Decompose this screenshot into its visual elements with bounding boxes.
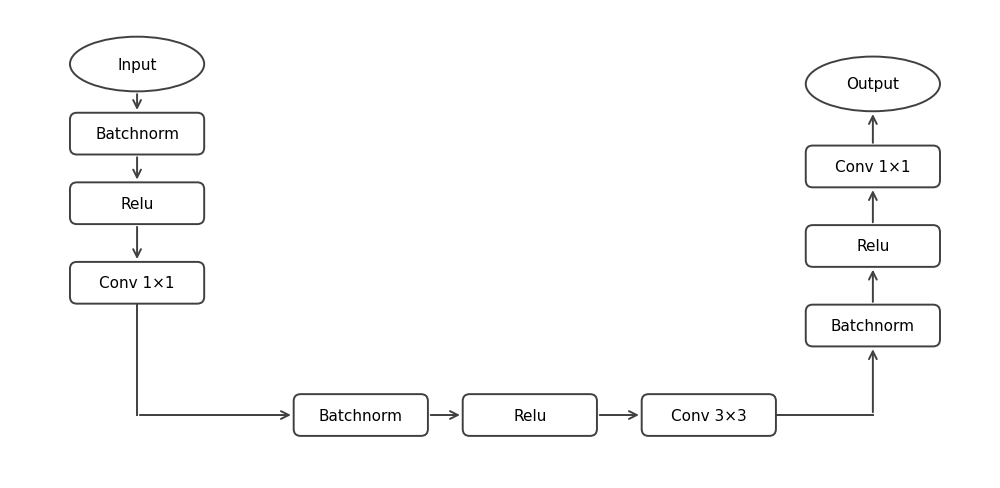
Text: Relu: Relu: [856, 239, 890, 254]
Text: Input: Input: [117, 58, 157, 72]
Text: Conv 1×1: Conv 1×1: [835, 160, 911, 175]
Ellipse shape: [806, 58, 940, 112]
Text: Relu: Relu: [513, 407, 547, 423]
Ellipse shape: [70, 38, 204, 92]
FancyBboxPatch shape: [806, 305, 940, 346]
FancyBboxPatch shape: [70, 114, 204, 155]
Text: Conv 3×3: Conv 3×3: [671, 407, 747, 423]
FancyBboxPatch shape: [806, 225, 940, 267]
Text: Conv 1×1: Conv 1×1: [99, 276, 175, 291]
FancyBboxPatch shape: [294, 394, 428, 436]
Text: Batchnorm: Batchnorm: [95, 127, 179, 142]
FancyBboxPatch shape: [70, 263, 204, 304]
Text: Output: Output: [846, 77, 899, 92]
Text: Batchnorm: Batchnorm: [831, 318, 915, 333]
FancyBboxPatch shape: [463, 394, 597, 436]
FancyBboxPatch shape: [806, 146, 940, 188]
Text: Relu: Relu: [120, 196, 154, 211]
FancyBboxPatch shape: [642, 394, 776, 436]
Text: Batchnorm: Batchnorm: [319, 407, 403, 423]
FancyBboxPatch shape: [70, 183, 204, 224]
